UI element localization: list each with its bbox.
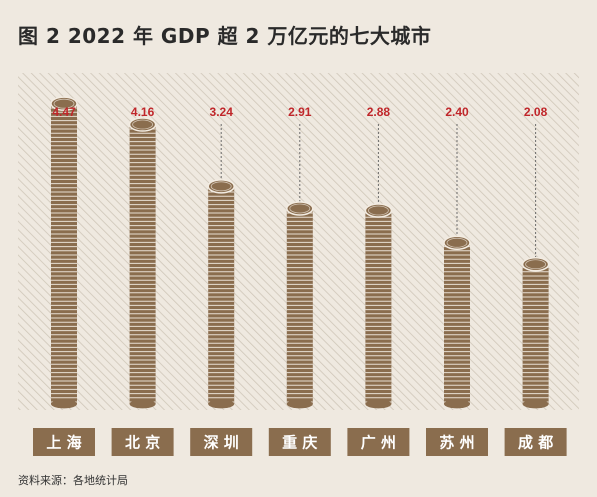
category-label: 上 海 <box>33 428 95 456</box>
category-label-text: 广 州 <box>361 434 396 452</box>
coin-stack-bar: 2.40 <box>443 105 471 409</box>
bars-group: 4.47 4.16 3.24 2.91 2.88 2.40 2.08 <box>50 96 550 409</box>
value-label: 3.24 <box>210 105 234 119</box>
category-label: 重 庆 <box>268 428 331 456</box>
category-label-box <box>33 428 95 456</box>
category-label-box <box>268 428 331 456</box>
category-label-box <box>111 428 174 456</box>
category-label-box <box>347 428 410 456</box>
coin-stack-bar: 4.47 <box>50 96 78 409</box>
value-label: 4.47 <box>52 105 76 119</box>
category-label: 成 都 <box>504 428 567 456</box>
value-label: 2.08 <box>524 105 548 119</box>
category-label-box <box>190 428 253 456</box>
stack-body <box>208 186 235 404</box>
coin-stack-bar: 3.24 <box>207 105 235 409</box>
category-labels-group: 上 海北 京深 圳重 庆广 州苏 州成 都 <box>33 428 567 456</box>
stack-body <box>365 210 392 404</box>
category-label-text: 苏 州 <box>439 434 474 452</box>
stack-body <box>444 242 470 404</box>
source-note: 资料来源：各地统计局 <box>18 474 128 487</box>
coin-stack-bar: 4.16 <box>128 105 157 409</box>
category-label-text: 重 庆 <box>282 434 317 452</box>
stack-body <box>522 264 549 404</box>
category-label-box <box>426 428 488 456</box>
category-label-text: 成 都 <box>518 434 553 452</box>
category-label: 广 州 <box>347 428 410 456</box>
category-label-text: 北 京 <box>125 434 160 452</box>
stack-body <box>286 208 313 404</box>
category-label-text: 深 圳 <box>204 434 239 452</box>
coin-stack-bar: 2.88 <box>364 105 393 409</box>
category-label-text: 上 海 <box>46 434 81 452</box>
value-label: 2.88 <box>367 105 391 119</box>
category-label: 苏 州 <box>426 428 488 456</box>
category-label: 北 京 <box>111 428 174 456</box>
coin-stack-bar: 2.91 <box>286 105 314 409</box>
category-label: 深 圳 <box>190 428 253 456</box>
stack-body <box>51 103 77 405</box>
chart-title: 图 2 2022 年 GDP 超 2 万亿元的七大城市 <box>18 24 432 48</box>
value-label: 2.91 <box>288 105 312 119</box>
coin-stack-bar: 2.08 <box>521 105 550 409</box>
value-label: 2.40 <box>445 105 469 119</box>
category-label-box <box>504 428 567 456</box>
value-label: 4.16 <box>131 105 155 119</box>
